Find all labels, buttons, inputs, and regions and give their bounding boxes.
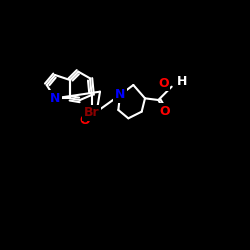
Text: O: O (158, 77, 169, 90)
Text: O: O (160, 105, 170, 118)
Text: N: N (115, 88, 125, 102)
Text: Br: Br (84, 106, 100, 120)
Text: O: O (80, 114, 90, 126)
Text: H: H (177, 75, 187, 88)
Text: N: N (50, 92, 60, 105)
